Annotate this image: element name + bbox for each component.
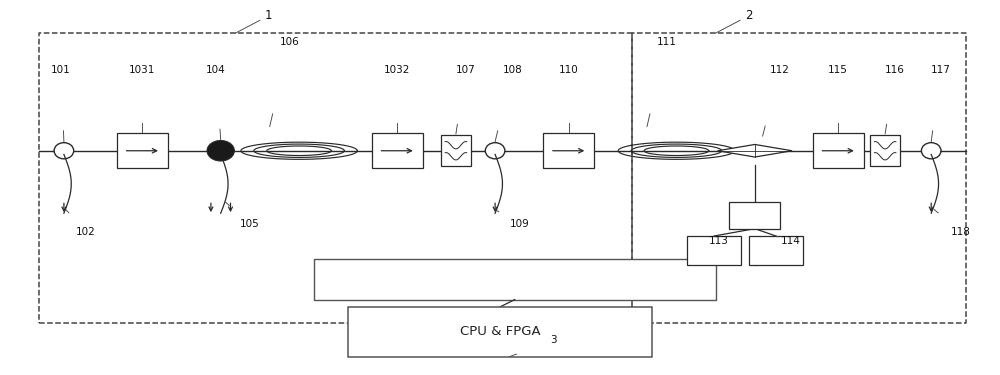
Bar [870,135,900,166]
Bar [729,202,780,229]
Text: 111: 111 [657,38,677,47]
Bar [813,133,864,168]
Text: 1: 1 [265,9,272,22]
Bar [117,133,168,168]
Text: 115: 115 [828,65,848,75]
Text: 3: 3 [551,335,557,345]
Text: 104: 104 [206,65,226,75]
Text: 114: 114 [781,236,801,246]
Text: 107: 107 [456,65,476,75]
Text: 102: 102 [76,226,95,237]
Bar [687,236,741,266]
Text: 109: 109 [510,219,529,229]
Text: 110: 110 [559,65,578,75]
Text: 2: 2 [745,9,753,22]
Bar [314,259,716,300]
Text: 1031: 1031 [129,65,155,75]
Polygon shape [718,144,792,157]
Ellipse shape [207,141,234,161]
Bar [348,307,652,357]
Text: 1032: 1032 [384,65,410,75]
Ellipse shape [922,143,941,159]
Text: 113: 113 [709,236,729,246]
Text: 106: 106 [279,38,299,47]
Text: 105: 105 [240,219,260,229]
Text: 116: 116 [885,65,905,75]
Bar [441,135,471,166]
Bar [543,133,594,168]
Ellipse shape [486,143,504,159]
Text: 112: 112 [769,65,789,75]
Text: CPU & FPGA: CPU & FPGA [460,325,540,338]
Bar [372,133,423,168]
Text: 117: 117 [931,65,951,75]
Ellipse shape [55,143,73,159]
Text: 108: 108 [503,65,523,75]
Bar [749,236,803,266]
Text: 118: 118 [951,226,971,237]
Text: 101: 101 [51,65,71,75]
